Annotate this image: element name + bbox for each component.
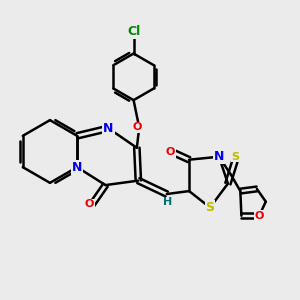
- Text: S: S: [206, 201, 214, 214]
- Text: N: N: [214, 150, 224, 163]
- Text: Cl: Cl: [127, 25, 140, 38]
- Text: N: N: [103, 122, 114, 135]
- Text: O: O: [132, 122, 142, 133]
- Text: N: N: [72, 161, 82, 174]
- Text: S: S: [231, 152, 239, 162]
- Text: H: H: [163, 197, 172, 207]
- Text: O: O: [166, 147, 175, 157]
- Text: O: O: [254, 211, 264, 221]
- Text: O: O: [84, 200, 94, 209]
